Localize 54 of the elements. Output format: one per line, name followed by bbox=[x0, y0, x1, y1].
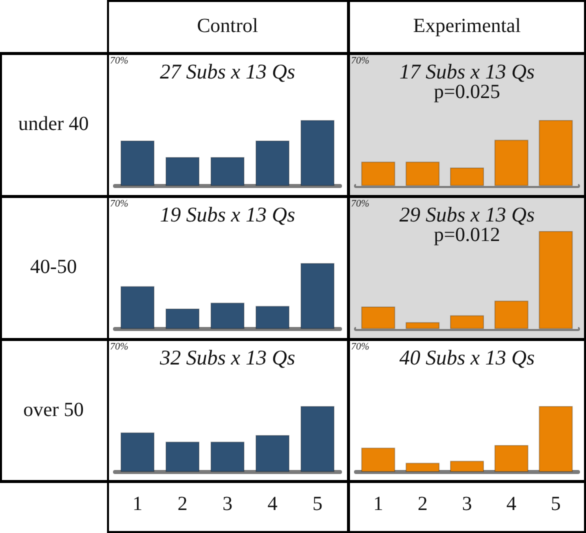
chart-title: 19 Subs x 13 Qs bbox=[160, 202, 296, 226]
bar bbox=[538, 120, 573, 186]
bar bbox=[210, 442, 244, 472]
text: p=0.025 bbox=[434, 81, 500, 103]
x-tick-label: 5 bbox=[312, 493, 322, 515]
text: 70% bbox=[110, 56, 128, 66]
bar bbox=[406, 462, 440, 472]
x-tick-label: 1 bbox=[373, 493, 384, 515]
bar bbox=[538, 406, 573, 472]
text: 70% bbox=[351, 342, 370, 352]
chart-title: 40 Subs x 13 Qs bbox=[399, 346, 535, 370]
bar bbox=[494, 444, 528, 472]
x-tick-label: 2 bbox=[178, 493, 188, 515]
y-axis-title: under 40 bbox=[17, 112, 90, 136]
bar bbox=[210, 302, 244, 329]
text: 70% bbox=[351, 198, 370, 210]
chart-title: 27 Subs x 13 Qs bbox=[160, 60, 296, 84]
chart-title: 29 Subs x 13 Qs bbox=[399, 202, 535, 226]
x-tick-label: 3 bbox=[462, 493, 472, 515]
x-tick-label: 5 bbox=[550, 493, 561, 515]
bar bbox=[300, 406, 334, 472]
x-tick-label: 4 bbox=[506, 493, 516, 515]
bar bbox=[494, 140, 528, 186]
bar bbox=[120, 286, 154, 329]
chart-subtitle: Experimental bbox=[412, 14, 522, 39]
text: 70% bbox=[351, 56, 370, 66]
y-axis-title: over 50 bbox=[22, 398, 85, 422]
text: 70% bbox=[110, 198, 128, 210]
bar bbox=[361, 162, 396, 186]
bar bbox=[300, 263, 334, 329]
chart-subtitle: Control bbox=[196, 14, 260, 39]
x-tick-label: 2 bbox=[418, 493, 428, 515]
chart-title: 17 Subs x 13 Qs bbox=[399, 60, 535, 84]
bar bbox=[450, 168, 484, 186]
chart-title: 32 Subs x 13 Qs bbox=[158, 346, 296, 370]
x-tick-label: 3 bbox=[222, 493, 232, 515]
bar bbox=[494, 300, 528, 329]
bar bbox=[450, 315, 484, 329]
x-tick-label: 1 bbox=[132, 493, 142, 515]
bar bbox=[120, 432, 154, 472]
bar bbox=[406, 162, 440, 186]
bar bbox=[256, 306, 290, 329]
y-axis-title: 40-50 bbox=[29, 254, 78, 280]
bar bbox=[361, 448, 396, 472]
bar bbox=[450, 460, 484, 472]
bar bbox=[256, 435, 290, 472]
bar bbox=[166, 308, 200, 329]
bar bbox=[166, 442, 200, 472]
bar bbox=[538, 231, 573, 329]
bar bbox=[406, 322, 440, 329]
bar bbox=[361, 306, 396, 329]
x-tick-label: 4 bbox=[268, 493, 278, 515]
text: 70% bbox=[110, 342, 128, 352]
annotation: p=0.012 bbox=[434, 224, 500, 246]
